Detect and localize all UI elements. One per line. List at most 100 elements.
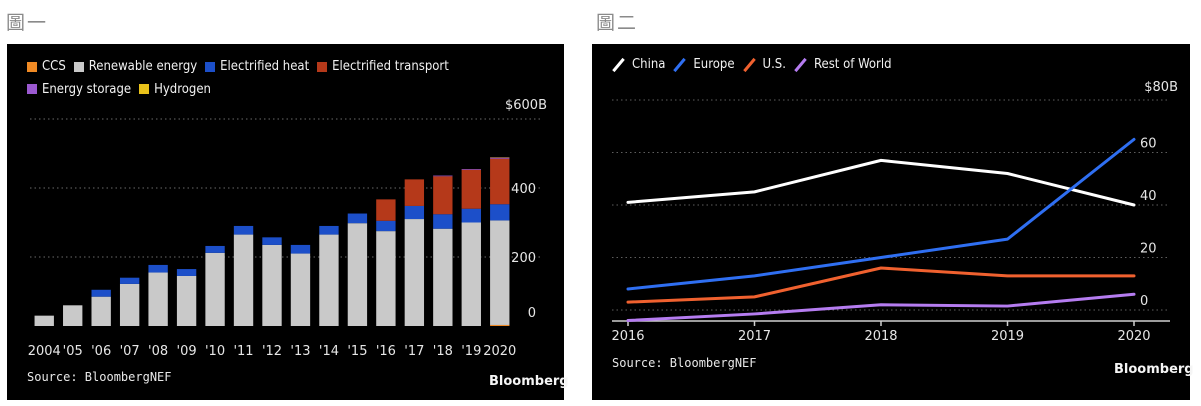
y-tick-label: 400 [511, 182, 536, 197]
bar-ccs-2020 [490, 324, 510, 326]
bar-renewable-energy-17 [404, 219, 425, 326]
bar-electrified-transport-17 [404, 179, 425, 206]
x-tick-label: '14 [319, 344, 339, 359]
bar-renewable-energy-12 [262, 244, 282, 326]
bar-renewable-energy-09 [176, 275, 197, 326]
x-tick-label: 2016 [611, 329, 644, 344]
y-tick-label: 0 [528, 306, 536, 321]
bar-electrified-heat-17 [404, 205, 425, 220]
bar-electrified-heat-12 [262, 237, 282, 245]
bar-electrified-transport-2020 [490, 158, 510, 205]
legend-item-hydrogen: Hydrogen [139, 79, 211, 100]
series-line-u-s [626, 266, 1136, 304]
bar-electrified-heat-14 [319, 225, 339, 235]
legend-item-electrified-heat: Electrified heat [205, 56, 309, 77]
legend-item-europe: Europe [673, 54, 734, 75]
legend-swatch [205, 61, 216, 72]
bar-renewable-energy-19 [461, 222, 481, 326]
legend-item-china: China [612, 54, 665, 75]
legend-item-electrified-transport: Electrified transport [317, 56, 449, 77]
legend-label: Rest of World [813, 57, 892, 72]
bar-electrified-heat-06 [91, 289, 111, 297]
bar-renewable-energy-16 [376, 231, 396, 326]
x-tick-label: '10 [205, 344, 225, 359]
y-tick-label: 200 [511, 251, 536, 266]
series-line-europe [626, 137, 1136, 291]
legend-swatch [27, 84, 37, 94]
bar-renewable-energy-18 [433, 228, 453, 326]
chart-2-plot: $80B 0 20 40 60 2016 2017 2018 2019 2020 [611, 80, 1178, 344]
x-tick-label: '06 [91, 344, 111, 359]
bar-electrified-transport-16 [376, 199, 396, 221]
investment-by-region-chart: China Europe U.S. Rest of World $80B 0 20 40 60… [592, 44, 1194, 400]
figure-2-label: 圖二 [596, 12, 639, 34]
x-tick-label: '07 [120, 344, 140, 359]
y-tick-label: 20 [1140, 242, 1157, 257]
bar-electrified-heat-13 [290, 244, 311, 254]
bar-renewable-energy-2004 [34, 315, 54, 326]
x-tick-label: 2004 [28, 344, 61, 359]
bar-electrified-heat-19 [461, 208, 481, 223]
bar-renewable-energy-10 [205, 252, 225, 326]
x-tick-label: '15 [347, 344, 367, 359]
legend-item-energy-storage: Energy storage [27, 79, 131, 100]
y-unit-label: $80B [1144, 80, 1178, 95]
x-tick-label: 2019 [991, 329, 1024, 344]
x-tick-label: '16 [376, 344, 396, 359]
series-line-rest-of-world [626, 292, 1136, 322]
bar-renewable-energy-11 [233, 234, 254, 326]
investment-by-sector-chart: CCS Renewable energy Electrified heat Elect… [7, 44, 569, 400]
y-tick-label: 40 [1140, 189, 1157, 204]
legend-label: Energy storage [42, 81, 132, 97]
legend-label: U.S. [762, 57, 786, 72]
figure-1-label: 圖一 [6, 12, 49, 34]
x-tick-label: '17 [404, 344, 424, 359]
y-tick-label: 0 [1140, 294, 1148, 309]
legend-label: China [632, 57, 666, 72]
x-tick-label: '12 [262, 344, 282, 359]
bar-electrified-heat-07 [119, 277, 140, 284]
bar-energy-storage-2020 [490, 157, 510, 159]
bar-renewable-energy-05 [63, 305, 83, 326]
x-tick-label: '11 [233, 344, 253, 359]
chart-1-brand-logo: Bloomberg [489, 374, 569, 389]
legend-item-ccs: CCS [27, 56, 66, 77]
bar-renewable-energy-2020 [490, 220, 510, 325]
legend-swatch [317, 61, 328, 72]
legend-swatch [139, 84, 150, 94]
bar-electrified-heat-10 [205, 245, 225, 253]
bar-electrified-transport-19 [461, 169, 481, 209]
legend-label: CCS [42, 59, 66, 74]
bar-renewable-energy-13 [290, 253, 311, 326]
bar-electrified-heat-11 [233, 225, 254, 235]
x-tick-label: 2020 [1117, 329, 1150, 344]
bar-electrified-heat-18 [433, 214, 453, 229]
chart-1-source: Source: BloombergNEF [27, 370, 172, 384]
x-tick-label: '05 [63, 344, 83, 359]
chart-2-legend: China Europe U.S. Rest of World [612, 54, 1172, 79]
bar-electrified-heat-16 [376, 220, 396, 232]
x-tick-label: '19 [461, 344, 481, 359]
series-line-china [626, 158, 1136, 207]
bar-renewable-energy-08 [148, 272, 168, 326]
bar-electrified-heat-09 [176, 269, 197, 276]
x-tick-label: '08 [148, 344, 168, 359]
bar-electrified-heat-15 [347, 213, 368, 224]
legend-item-u-s: U.S. [743, 54, 786, 75]
x-tick-label: 2017 [738, 329, 771, 344]
legend-label: Electrified heat [220, 59, 310, 74]
chart-2-brand-logo: Bloomberg [1114, 362, 1194, 377]
bar-electrified-heat-08 [148, 264, 168, 273]
bar-renewable-energy-07 [119, 283, 140, 326]
bar-renewable-energy-15 [347, 223, 368, 326]
x-tick-label: '13 [290, 344, 310, 359]
x-tick-label: 2018 [864, 329, 897, 344]
legend-swatch [73, 61, 84, 72]
legend-label: Renewable energy [88, 59, 198, 74]
bar-renewable-energy-14 [319, 234, 339, 326]
bar-renewable-energy-06 [91, 296, 111, 326]
chart-2-source: Source: BloombergNEF [612, 356, 757, 370]
x-tick-label: '18 [433, 344, 453, 359]
bar-electrified-transport-18 [433, 176, 453, 215]
x-tick-label: 2020 [483, 344, 516, 359]
